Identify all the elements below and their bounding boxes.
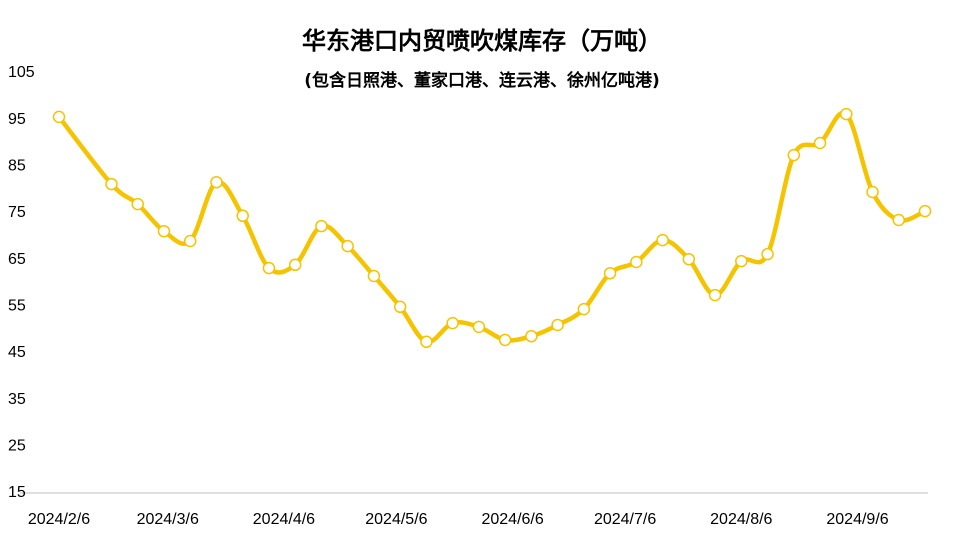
- y-tick-label: 75: [8, 204, 26, 221]
- y-tick-label: 85: [8, 158, 26, 175]
- marker: [630, 255, 643, 269]
- x-tick-label: 2024/8/6: [710, 511, 772, 528]
- marker: [236, 209, 249, 223]
- line: [57, 110, 926, 345]
- marker: [577, 302, 591, 316]
- marker: [892, 213, 906, 227]
- marker: [918, 204, 932, 218]
- marker: [288, 258, 302, 272]
- marker: [367, 269, 381, 283]
- marker: [262, 261, 276, 275]
- marker: [551, 318, 564, 332]
- marker: [761, 247, 774, 261]
- x-tick-label: 2024/7/6: [594, 511, 656, 528]
- marker: [420, 335, 433, 349]
- y-tick-label: 55: [8, 298, 26, 315]
- x-tick-label: 2024/4/6: [253, 511, 315, 528]
- x-tick-label: 2024/5/6: [365, 511, 427, 528]
- y-tick-label: 105: [8, 64, 35, 81]
- marker: [131, 197, 144, 211]
- y-tick-label: 45: [8, 344, 26, 361]
- y-tick-label: 25: [8, 438, 26, 455]
- y-tick-label: 35: [8, 391, 26, 408]
- y-tick-label: 65: [8, 251, 26, 268]
- x-tick-label: 2024/3/6: [137, 511, 199, 528]
- marker: [315, 219, 328, 233]
- marker: [52, 110, 66, 124]
- marker: [708, 288, 722, 302]
- marker: [341, 239, 354, 253]
- marker: [105, 177, 118, 191]
- marker: [525, 329, 538, 343]
- y-tick-label: 15: [8, 484, 26, 501]
- x-tick-label: 2024/2/6: [28, 511, 90, 528]
- marker: [656, 233, 669, 247]
- x-tick-label: 2024/6/6: [481, 511, 543, 528]
- marker: [787, 148, 801, 162]
- chart-subtitle: (包含日照港、董家口港、连云港、徐州亿吨港): [304, 70, 660, 91]
- marker: [682, 252, 696, 266]
- marker: [210, 175, 223, 189]
- x-tick-label: 2024/9/6: [826, 511, 888, 528]
- marker: [840, 107, 853, 121]
- marker: [183, 234, 197, 248]
- chart-title: 华东港口内贸喷吹煤库存（万吨）: [302, 27, 662, 55]
- marker: [446, 316, 459, 330]
- marker: [157, 224, 171, 238]
- marker: [393, 300, 407, 314]
- marker: [472, 320, 486, 334]
- y-tick-label: 95: [8, 111, 26, 128]
- marker: [498, 333, 512, 347]
- marker: [603, 266, 617, 280]
- marker: [813, 136, 827, 150]
- marker: [735, 254, 748, 268]
- marker: [866, 185, 879, 199]
